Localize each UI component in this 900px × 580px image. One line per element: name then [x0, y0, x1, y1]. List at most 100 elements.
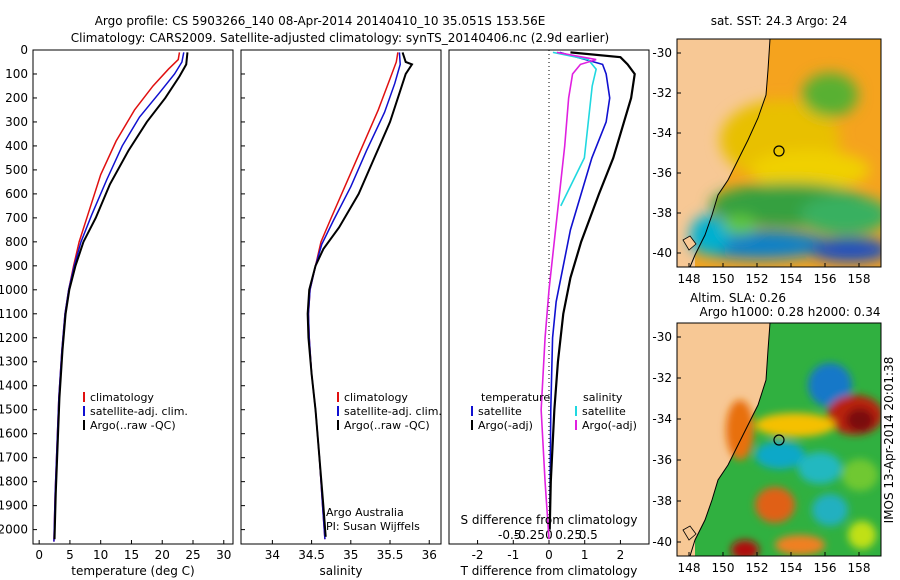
depth-tick-label: 1100: [0, 307, 28, 321]
lat-tick-label: -32: [652, 86, 672, 100]
legend-label: climatology: [344, 391, 408, 404]
s-difference-tick-label: -0.25: [514, 528, 545, 542]
depth-tick-label: 600: [5, 187, 28, 201]
salinity-tick-label: 34: [265, 548, 280, 562]
salinity-tick-label: 35: [343, 548, 358, 562]
depth-tick-label: 1000: [0, 283, 28, 297]
salinity-panel: 34 34.5 35 35.5 36 salinity climatologysatel…: [240, 49, 453, 578]
temperature-tick-label: 5: [66, 548, 74, 562]
depth-tick-label: 300: [5, 115, 28, 129]
lon-tick-label: 148: [678, 561, 701, 575]
lat-tick-label: -38: [652, 494, 672, 508]
lat-tick-label: -34: [652, 126, 672, 140]
s-difference-x-axis: -0.5-0.25 0 0.250.5: [498, 528, 598, 542]
sla-lat-axis: -30 -32 -34 -36 -38 -40: [652, 330, 681, 549]
timestamp-label: IMOS 13-Apr-2014 20:01:38: [882, 357, 896, 524]
difference-line-3: [540, 51, 597, 540]
salinity-axes: [240, 49, 442, 545]
s-difference-tick-label: 0.5: [579, 528, 598, 542]
depth-tick-label: 2000: [0, 523, 28, 537]
difference-panel: -2 -1 0 1 2 -0.5-0.25 0 0.250.5 S difference f…: [448, 49, 650, 578]
lon-tick-label: 156: [814, 561, 837, 575]
sst-lat-axis: -30 -32 -34 -36 -38 -40: [652, 46, 681, 260]
salinity-tick-label: 34.5: [298, 548, 325, 562]
depth-tick-label: 1500: [0, 403, 28, 417]
credit-line-1: Argo Australia: [326, 506, 404, 519]
legend-label: satellite-adj. clim.: [90, 405, 188, 418]
legend-label: satellite-adj. clim.: [344, 405, 442, 418]
sla-map-subtitle: Argo h1000: 0.28 h2000: 0.34: [700, 305, 881, 319]
depth-tick-label: 1800: [0, 475, 28, 489]
lon-tick-label: 152: [746, 272, 769, 286]
salinity-line-2: [306, 52, 414, 537]
legend-title-salinity: salinity: [583, 391, 623, 404]
lat-tick-label: -40: [652, 246, 672, 260]
salinity-tick-label: 35.5: [377, 548, 404, 562]
temperature-tick-label: 0: [35, 548, 43, 562]
lon-tick-label: 150: [712, 272, 735, 286]
lon-tick-label: 148: [678, 272, 701, 286]
legend-label: Argo(..raw -QC): [344, 419, 430, 432]
sla-coastline: [689, 323, 771, 556]
legend-label: satellite: [478, 405, 522, 418]
sst-map-frame: [676, 38, 882, 268]
difference-line-1: [548, 51, 636, 530]
t-difference-xlabel: T difference from climatology: [460, 564, 638, 578]
legend-label: climatology: [90, 391, 154, 404]
t-difference-tick-label: -2: [472, 548, 484, 562]
depth-axis: 0 100 200 300 400 500 600 700 800 900 1000 1100 1200…: [0, 43, 37, 537]
depth-tick-label: 1400: [0, 379, 28, 393]
sla-field: [726, 363, 881, 556]
temperature-series: [53, 52, 189, 542]
temperature-axes: [32, 49, 234, 545]
lon-tick-label: 154: [780, 272, 803, 286]
sst-map: sat. SST: 24.3 Argo: 24 -30-32-34-36-38-…: [652, 14, 882, 286]
temperature-tick-label: 30: [216, 548, 231, 562]
depth-tick-label: 800: [5, 235, 28, 249]
legend-label: Argo(..raw -QC): [90, 419, 176, 432]
lat-tick-label: -30: [652, 46, 672, 60]
lat-tick-label: -30: [652, 330, 672, 344]
t-difference-tick-label: 2: [617, 548, 625, 562]
lat-tick-label: -40: [652, 535, 672, 549]
title-line-2: Climatology: CARS2009. Satellite-adjuste…: [71, 31, 609, 45]
legend-label: Argo(-adj): [582, 419, 637, 432]
depth-tick-label: 1900: [0, 499, 28, 513]
depth-tick-label: 1300: [0, 355, 28, 369]
t-difference-tick-label: -1: [507, 548, 519, 562]
lat-tick-label: -36: [652, 166, 672, 180]
difference-legend: temperaturesatelliteArgo(-adj)salinitysa…: [471, 391, 637, 432]
legend-label: satellite: [582, 405, 626, 418]
sla-lon-axis: 148 150 152 154 156 158: [678, 552, 870, 575]
depth-tick-label: 100: [5, 67, 28, 81]
argo-location-marker: [773, 145, 785, 157]
legend-title-temperature: temperature: [481, 391, 550, 404]
s-difference-tick-label: 0.25: [555, 528, 582, 542]
lat-tick-label: -34: [652, 412, 672, 426]
temperature-xlabel: temperature (deg C): [71, 564, 194, 578]
sst-island: [682, 235, 697, 251]
s-difference-xlabel: S difference from climatology: [461, 513, 638, 527]
temperature-x-axis: 0 5 10 15 20 25 30: [35, 540, 231, 562]
lon-tick-label: 158: [848, 272, 871, 286]
temperature-line-2: [53, 52, 189, 540]
lon-tick-label: 154: [780, 561, 803, 575]
difference-series: [540, 51, 636, 540]
sla-map-title: Altim. SLA: 0.26: [690, 291, 786, 305]
depth-tick-label: 700: [5, 211, 28, 225]
legend-label: Argo(-adj): [478, 419, 533, 432]
lat-tick-label: -32: [652, 371, 672, 385]
lat-tick-label: -36: [652, 453, 672, 467]
temperature-tick-label: 10: [93, 548, 108, 562]
sst-field: [690, 73, 881, 262]
salinity-tick-label: 36: [422, 548, 437, 562]
t-difference-tick-label: 1: [581, 548, 589, 562]
depth-tick-label: 500: [5, 163, 28, 177]
depth-tick-label: 400: [5, 139, 28, 153]
sst-coastline: [689, 39, 771, 267]
salinity-xlabel: salinity: [319, 564, 362, 578]
lon-tick-label: 150: [712, 561, 735, 575]
depth-tick-label: 1600: [0, 427, 28, 441]
